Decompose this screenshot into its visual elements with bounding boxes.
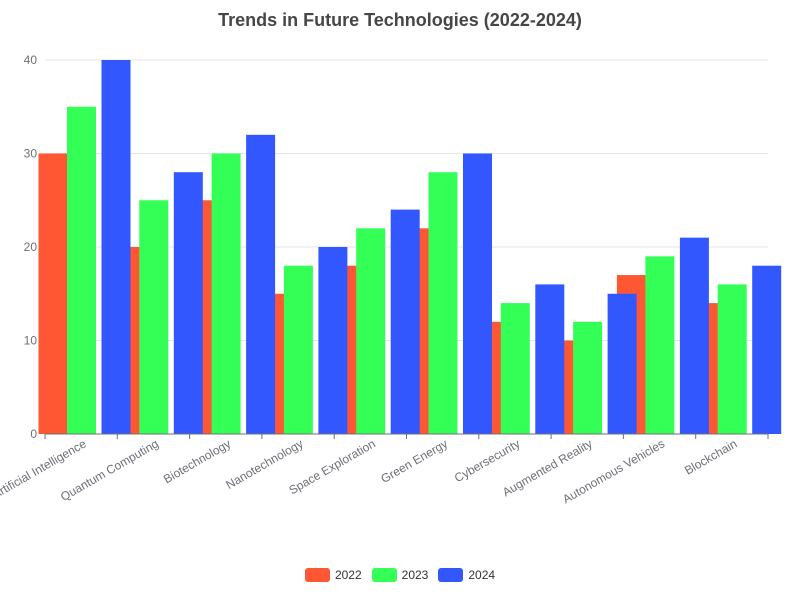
- bar-2024-biotechnology: [246, 134, 276, 435]
- bar-2023-biotechnology: [211, 153, 241, 434]
- legend-label: 2024: [468, 568, 496, 582]
- bar-2024-quantum-computing: [173, 172, 203, 434]
- y-tick-label: 40: [24, 53, 38, 67]
- x-tick-label: Biotechnology: [161, 436, 233, 486]
- bar-2023-space-exploration: [356, 228, 386, 434]
- legend: 2022 2023 2024: [0, 568, 800, 582]
- bar-2022-artificial-intelligence: [38, 153, 68, 434]
- bar-2023-quantum-computing: [139, 200, 169, 434]
- bar-2024-artificial-intelligence: [101, 60, 131, 434]
- x-tick-label: Cybersecurity: [452, 436, 523, 485]
- bar-2024-green-energy: [463, 153, 492, 434]
- legend-swatch: [438, 568, 464, 582]
- bar-2023-autonomous-vehicles: [645, 256, 675, 434]
- y-tick-label: 10: [24, 334, 38, 348]
- bar-2023-green-energy: [428, 172, 458, 434]
- legend-item-2023[interactable]: 2023: [371, 568, 429, 582]
- bar-2023-artificial-intelligence: [67, 106, 96, 434]
- x-tick-label: Blockchain: [682, 436, 739, 477]
- chart-title: Trends in Future Technologies (2022-2024…: [218, 10, 582, 30]
- legend-swatch: [371, 568, 397, 582]
- bar-2023-blockchain: [717, 284, 747, 434]
- y-tick-label: 0: [30, 427, 37, 441]
- bar-2023-augmented-reality: [573, 321, 603, 434]
- bar-2024-augmented-reality: [607, 293, 637, 434]
- bar-2024-blockchain: [752, 265, 782, 434]
- legend-swatch: [304, 568, 330, 582]
- x-tick-label: Green Energy: [378, 436, 450, 485]
- y-tick-label: 20: [24, 240, 38, 254]
- legend-item-2024[interactable]: 2024: [438, 568, 495, 582]
- bar-2024-cybersecurity: [535, 284, 565, 434]
- bar-2023-cybersecurity: [500, 303, 530, 434]
- legend-label: 2023: [401, 568, 429, 582]
- bar-2024-autonomous-vehicles: [679, 237, 709, 434]
- bar-2023-nanotechnology: [283, 265, 313, 434]
- bar-2024-space-exploration: [390, 209, 420, 434]
- legend-label: 2022: [334, 568, 362, 582]
- y-tick-label: 30: [24, 147, 38, 161]
- bar-2024-nanotechnology: [318, 247, 348, 434]
- legend-item-2022[interactable]: 2022: [304, 568, 362, 582]
